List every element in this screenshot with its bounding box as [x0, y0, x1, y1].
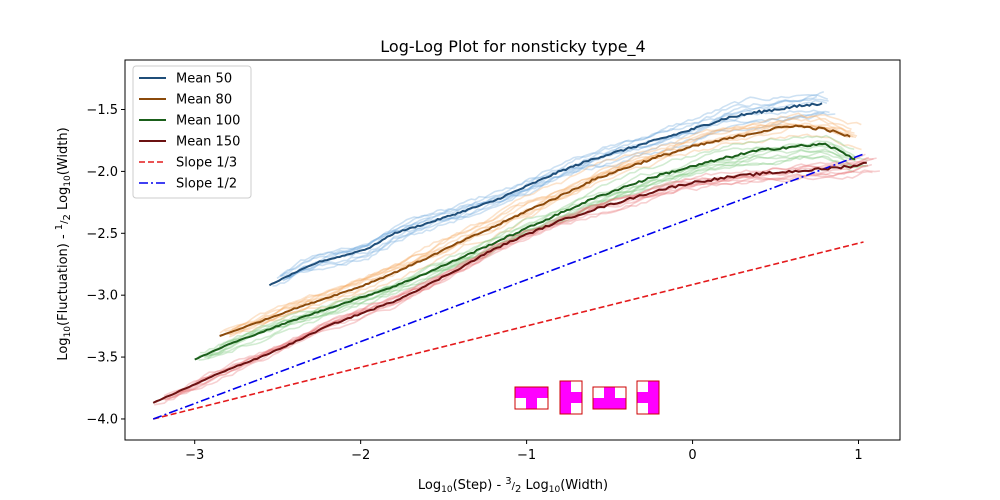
legend-label: Mean 80 [176, 93, 232, 108]
legend-label: Slope 1/2 [176, 177, 237, 192]
x-tick-label: −3 [185, 448, 204, 463]
tetromino-icon [515, 387, 548, 409]
legend-label: Slope 1/3 [176, 156, 237, 171]
y-tick-label: −1.5 [86, 103, 118, 118]
y-tick-label: −4.0 [86, 412, 118, 427]
y-tick-label: −3.0 [86, 289, 118, 304]
x-tick-label: −1 [517, 448, 536, 463]
tetromino-icon [637, 381, 659, 414]
y-tick-label: −3.5 [86, 351, 118, 366]
x-tick-label: 0 [688, 448, 696, 463]
x-tick-label: 1 [854, 448, 862, 463]
chart-title: Log-Log Plot for nonsticky type_4 [380, 37, 645, 57]
legend-label: Mean 50 [176, 72, 232, 87]
tetromino-icon [560, 381, 582, 414]
y-axis-label: Log10(Fluctuation) - 1/2 Log10(Width) [54, 127, 73, 360]
legend: Mean 50 Mean 80 Mean 100 Mean 150 Slope 1/3 S… [133, 66, 251, 198]
y-tick-label: −2.5 [86, 227, 118, 242]
legend-label: Mean 100 [176, 114, 240, 129]
tetromino-icon [593, 387, 626, 409]
y-tick-label: −2.0 [86, 165, 118, 180]
legend-label: Mean 150 [176, 135, 240, 150]
x-tick-label: −2 [351, 448, 370, 463]
